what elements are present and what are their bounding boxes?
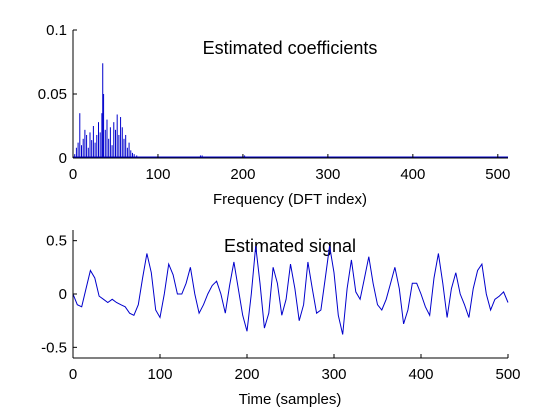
signal-y-tick-label: 0 (59, 286, 67, 303)
coefficients-x-label: Frequency (DFT index) (213, 191, 367, 208)
signal-y-tick-label: 0.5 (46, 233, 67, 250)
coefficients-x-tick-label: 100 (145, 166, 170, 183)
coefficients-x-tick-label: 200 (230, 166, 255, 183)
coefficients-y-tick-label: 0 (59, 150, 67, 167)
coefficients-x-tick-label: 0 (69, 166, 77, 183)
signal-title: Estimated signal (224, 236, 356, 256)
coefficients-x-tick-label: 500 (485, 166, 510, 183)
coefficients-y-tick-label: 0.05 (38, 86, 67, 103)
signal-x-tick-label: 300 (321, 366, 346, 383)
coefficients-x-tick-label: 300 (315, 166, 340, 183)
coefficients-title: Estimated coefficients (203, 38, 378, 58)
signal-x-label: Time (samples) (239, 391, 342, 408)
signal-x-tick-label: 500 (495, 366, 520, 383)
coefficients-panel: Estimated coefficients 0 100 200 300 400 500 0… (38, 22, 511, 208)
coefficients-bars (73, 63, 508, 158)
signal-x-tick-label: 400 (408, 366, 433, 383)
signal-x-tick-label: 200 (234, 366, 259, 383)
signal-y-tick-label: -0.5 (41, 339, 67, 356)
coefficients-x-tick-label: 400 (400, 166, 425, 183)
signal-series-line (73, 246, 508, 335)
signal-x-tick-label: 0 (69, 366, 77, 383)
coefficients-y-tick-label: 0.1 (46, 22, 67, 39)
signal-x-tick-label: 100 (147, 366, 172, 383)
signal-panel: Estimated signal 0 100 200 300 400 500-0.500.… (41, 230, 520, 408)
